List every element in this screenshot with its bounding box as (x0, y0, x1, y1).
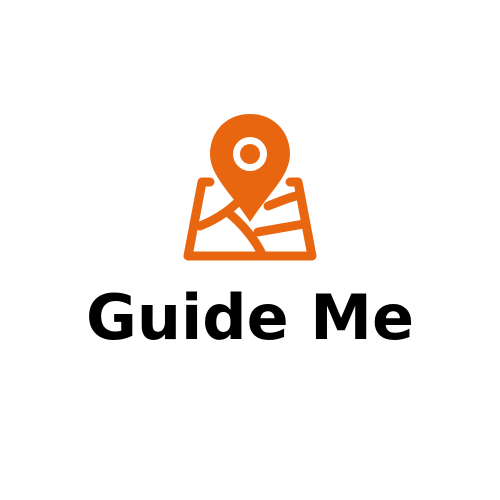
brand-name: Guide Me (85, 281, 415, 354)
map-icon (183, 177, 317, 261)
map-pin-icon (183, 114, 317, 261)
